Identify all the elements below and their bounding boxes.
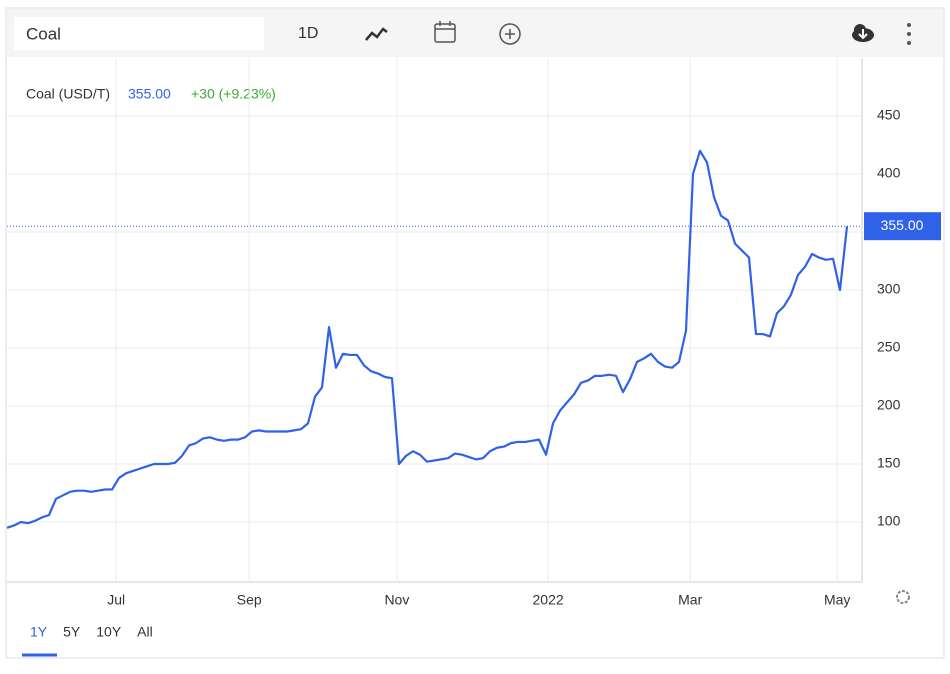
last-price-tag-text: 355.00 — [881, 217, 924, 233]
price-label: 355.00 — [128, 86, 171, 102]
calendar-icon[interactable] — [434, 21, 456, 43]
range-button[interactable]: 1Y — [30, 624, 48, 640]
download-icon[interactable] — [852, 24, 874, 42]
y-tick-label: 250 — [877, 339, 901, 355]
series-label: Coal (USD/T) — [26, 86, 110, 102]
y-tick-label: 450 — [877, 107, 901, 123]
y-tick-label: 150 — [877, 455, 901, 471]
x-tick-label: Jul — [107, 592, 125, 608]
x-tick-label: Nov — [384, 592, 409, 608]
x-tick-label: Mar — [678, 592, 702, 608]
x-tick-label: May — [824, 592, 850, 608]
range-button[interactable]: 5Y — [63, 624, 81, 640]
settings-icon[interactable] — [896, 590, 910, 604]
price-line — [6, 149, 849, 529]
x-tick-label: 2022 — [533, 592, 564, 608]
last-price-tag — [864, 212, 941, 241]
frame — [5, 7, 945, 659]
add-icon[interactable] — [499, 23, 521, 45]
x-tick-label: Sep — [237, 592, 262, 608]
range-button[interactable]: 10Y — [96, 624, 122, 640]
search-text: Coal — [26, 24, 61, 43]
interval-button[interactable]: 1D — [298, 25, 318, 42]
chart-type-icon[interactable] — [365, 27, 388, 41]
menu-icon[interactable] — [907, 23, 911, 45]
y-tick-label: 100 — [877, 513, 901, 529]
range-button[interactable]: All — [137, 624, 153, 640]
change-label: +30 (+9.23%) — [191, 86, 276, 102]
y-tick-label: 200 — [877, 397, 901, 413]
y-tick-label: 400 — [877, 165, 901, 181]
y-tick-label: 300 — [877, 281, 901, 297]
search-box[interactable] — [14, 17, 264, 50]
